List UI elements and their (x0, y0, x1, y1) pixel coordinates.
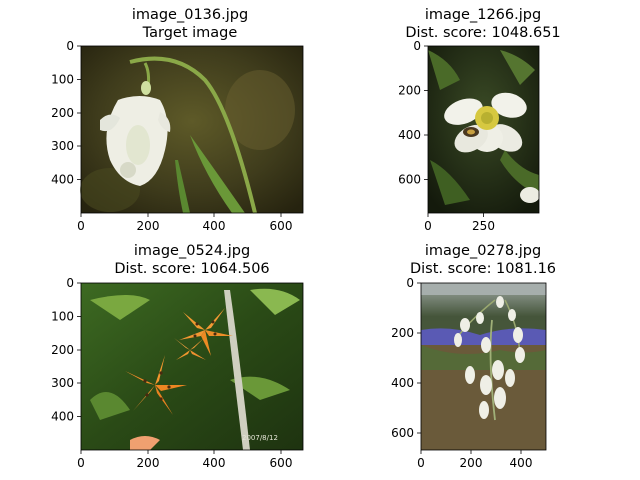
panel-title-line-2: Target image (142, 25, 238, 41)
axes-frame (80, 45, 304, 214)
x-tick-label: 250 (472, 219, 495, 233)
y-tick-label: 200 (51, 343, 74, 357)
x-tick-label: 400 (510, 456, 533, 470)
y-tick-label: 0 (66, 276, 74, 290)
y-tick-label: 600 (391, 426, 414, 440)
x-tick-label: 400 (203, 456, 226, 470)
x-tick-label: 0 (417, 456, 425, 470)
panel-image-0278: image_0278.jpg Dist. score: 1081.16 (391, 243, 556, 470)
y-axis (417, 282, 421, 434)
y-tick-label: 200 (398, 84, 421, 98)
x-tick-label: 200 (460, 456, 483, 470)
panel-title-line-1: image_0278.jpg (425, 243, 541, 259)
y-tick-label: 600 (398, 173, 421, 187)
x-axis (80, 213, 282, 217)
panel-image-0136: image_0136.jpg Target image 0 200 400 (51, 7, 304, 233)
panel-image-0524: image_0524.jpg Dist. score: 1064.506 (51, 243, 304, 470)
panel-title-line-1: image_0136.jpg (132, 7, 248, 23)
x-tick-label: 0 (77, 456, 85, 470)
y-tick-label: 0 (413, 39, 421, 53)
y-tick-label: 100 (51, 73, 74, 87)
panel-title-line-1: image_0524.jpg (134, 243, 250, 259)
panel-title-line-2: Dist. score: 1081.16 (410, 261, 556, 277)
y-tick-label: 0 (66, 39, 74, 53)
y-tick-label: 200 (51, 106, 74, 120)
panel-title-line-2: Dist. score: 1064.506 (114, 261, 269, 277)
y-tick-label: 400 (51, 410, 74, 424)
y-axis (77, 282, 81, 417)
y-tick-label: 400 (398, 128, 421, 142)
y-tick-label: 0 (406, 276, 414, 290)
image-content: 2007/8/12 (81, 283, 303, 450)
x-axis (80, 450, 282, 454)
y-tick-label: 100 (51, 310, 74, 324)
image-content (80, 46, 303, 214)
x-tick-label: 200 (137, 219, 160, 233)
axes-frame (420, 282, 547, 451)
x-tick-label: 200 (137, 456, 160, 470)
x-tick-label: 400 (203, 219, 226, 233)
x-axis (427, 213, 484, 217)
x-tick-label: 0 (77, 219, 85, 233)
y-tick-label: 300 (51, 139, 74, 153)
x-tick-label: 0 (424, 219, 432, 233)
x-axis (420, 450, 522, 454)
panel-image-1266: image_1266.jpg Dist. score: 1048.651 (398, 7, 561, 233)
panel-title-line-1: image_1266.jpg (425, 7, 541, 23)
axes-frame (80, 282, 304, 451)
y-tick-label: 200 (391, 326, 414, 340)
y-axis (424, 45, 428, 180)
panel-title-line-2: Dist. score: 1048.651 (405, 25, 560, 41)
image-content (428, 46, 540, 213)
y-tick-label: 300 (51, 376, 74, 390)
y-tick-label: 400 (391, 376, 414, 390)
x-tick-label: 600 (270, 219, 293, 233)
y-tick-label: 400 (51, 173, 74, 187)
image-content (421, 283, 546, 450)
image-watermark: 2007/8/12 (242, 434, 278, 442)
x-tick-label: 600 (270, 456, 293, 470)
y-axis (77, 45, 81, 180)
